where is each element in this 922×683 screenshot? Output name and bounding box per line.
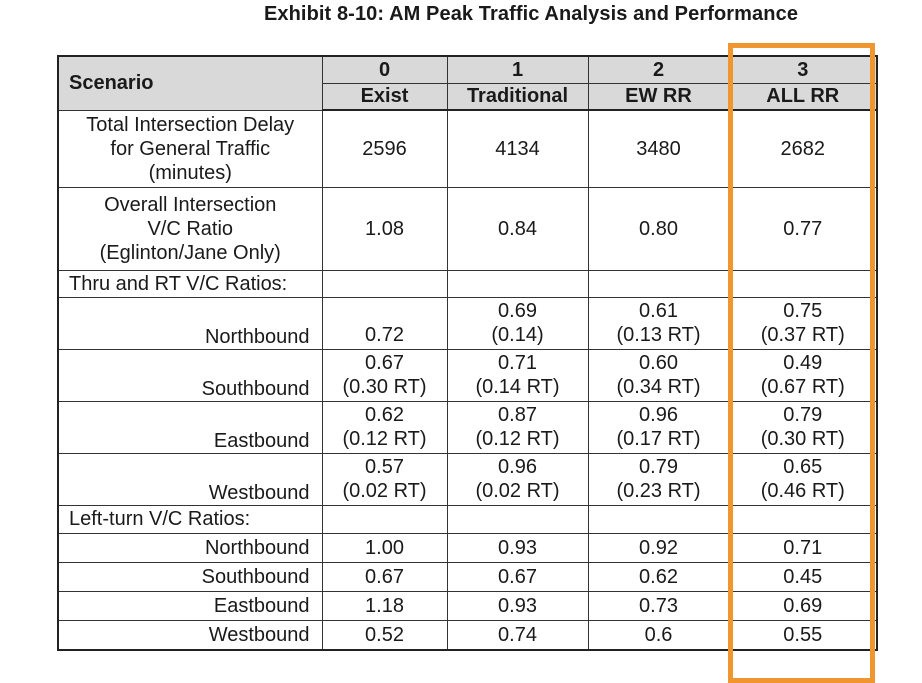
vc-overall-value-0: 1.08 <box>321 186 448 271</box>
left-cell: 0.93 <box>446 532 589 563</box>
table-row: Eastbound 1.18 0.93 0.73 0.69 <box>57 590 878 621</box>
thru-cell: 0.57 (0.02 RT) <box>321 452 448 506</box>
table-row: Southbound 0.67 0.67 0.62 0.45 <box>57 561 878 592</box>
table-row: Southbound 0.67 (0.30 RT) 0.71 (0.14 RT) 0… <box>57 348 878 402</box>
exhibit-title: Exhibit 8-10: AM Peak Traffic Analysis a… <box>263 3 799 25</box>
thru-direction-label: Eastbound <box>57 400 323 454</box>
col-number-0: 0 <box>321 55 448 84</box>
left-cell: 0.45 <box>728 561 878 592</box>
col-number-1: 1 <box>446 55 589 84</box>
scenario-header: Scenario <box>57 55 323 111</box>
left-direction-label: Northbound <box>57 532 323 563</box>
left-direction-label: Westbound <box>57 619 323 651</box>
thru-cell: 0.62 (0.12 RT) <box>321 400 448 454</box>
table-row: Overall Intersection V/C Ratio (Eglinton… <box>57 186 878 271</box>
thru-direction-label: Southbound <box>57 348 323 402</box>
left-cell: 0.52 <box>321 619 448 651</box>
thru-section-label: Thru and RT V/C Ratios: <box>57 269 323 298</box>
left-cell: 0.69 <box>728 590 878 621</box>
col-name-3: ALL RR <box>728 82 878 111</box>
delay-label: Total Intersection Delay for General Tra… <box>57 109 323 188</box>
left-cell: 0.62 <box>587 561 730 592</box>
col-name-0: Exist <box>321 82 448 111</box>
left-cell: 0.67 <box>446 561 589 592</box>
col-number-3: 3 <box>728 55 878 84</box>
thru-cell: 0.69 (0.14) <box>446 296 589 350</box>
delay-value-1: 4134 <box>446 109 589 188</box>
thru-cell: 0.67 (0.30 RT) <box>321 348 448 402</box>
col-name-2: EW RR <box>587 82 730 111</box>
vc-overall-value-3: 0.77 <box>728 186 878 271</box>
left-cell: 1.18 <box>321 590 448 621</box>
left-cell: 1.00 <box>321 532 448 563</box>
vc-overall-value-1: 0.84 <box>446 186 589 271</box>
left-cell: 0.74 <box>446 619 589 651</box>
thru-cell: 0.71 (0.14 RT) <box>446 348 589 402</box>
col-number-2: 2 <box>587 55 730 84</box>
left-direction-label: Southbound <box>57 561 323 592</box>
thru-cell: 0.79 (0.30 RT) <box>728 400 878 454</box>
left-cell: 0.92 <box>587 532 730 563</box>
delay-value-2: 3480 <box>587 109 730 188</box>
thru-cell: 0.96 (0.17 RT) <box>587 400 730 454</box>
table-row: Westbound 0.52 0.74 0.6 0.55 <box>57 619 878 651</box>
table-row: Total Intersection Delay for General Tra… <box>57 109 878 188</box>
thru-cell: 0.49 (0.67 RT) <box>728 348 878 402</box>
table-row: Northbound 1.00 0.93 0.92 0.71 <box>57 532 878 563</box>
left-section-label: Left-turn V/C Ratios: <box>57 504 323 534</box>
left-cell: 0.93 <box>446 590 589 621</box>
thru-cell: 0.65 (0.46 RT) <box>728 452 878 506</box>
delay-value-3: 2682 <box>728 109 878 188</box>
thru-cell: 0.96 (0.02 RT) <box>446 452 589 506</box>
thru-direction-label: Westbound <box>57 452 323 506</box>
left-cell: 0.71 <box>728 532 878 563</box>
col-name-1: Traditional <box>446 82 589 111</box>
left-cell: 0.6 <box>587 619 730 651</box>
left-direction-label: Eastbound <box>57 590 323 621</box>
table-row: Westbound 0.57 (0.02 RT) 0.96 (0.02 RT) 0.… <box>57 452 878 506</box>
delay-value-0: 2596 <box>321 109 448 188</box>
thru-cell: 0.72 <box>321 296 448 350</box>
thru-cell: 0.79 (0.23 RT) <box>587 452 730 506</box>
thru-direction-label: Northbound <box>57 296 323 350</box>
table-row: Northbound 0.72 0.69 (0.14) 0.61 (0.13 RT)… <box>57 296 878 350</box>
thru-cell: 0.87 (0.12 RT) <box>446 400 589 454</box>
thru-cell: 0.60 (0.34 RT) <box>587 348 730 402</box>
table-row: Eastbound 0.62 (0.12 RT) 0.87 (0.12 RT) 0.… <box>57 400 878 454</box>
vc-overall-value-2: 0.80 <box>587 186 730 271</box>
left-cell: 0.67 <box>321 561 448 592</box>
thru-cell: 0.75 (0.37 RT) <box>728 296 878 350</box>
vc-overall-label: Overall Intersection V/C Ratio (Eglinton… <box>57 186 323 271</box>
thru-cell: 0.61 (0.13 RT) <box>587 296 730 350</box>
left-cell: 0.73 <box>587 590 730 621</box>
traffic-performance-table: Scenario 0 1 2 3 Exist Traditional EW RR… <box>57 55 878 651</box>
left-cell: 0.55 <box>728 619 878 651</box>
